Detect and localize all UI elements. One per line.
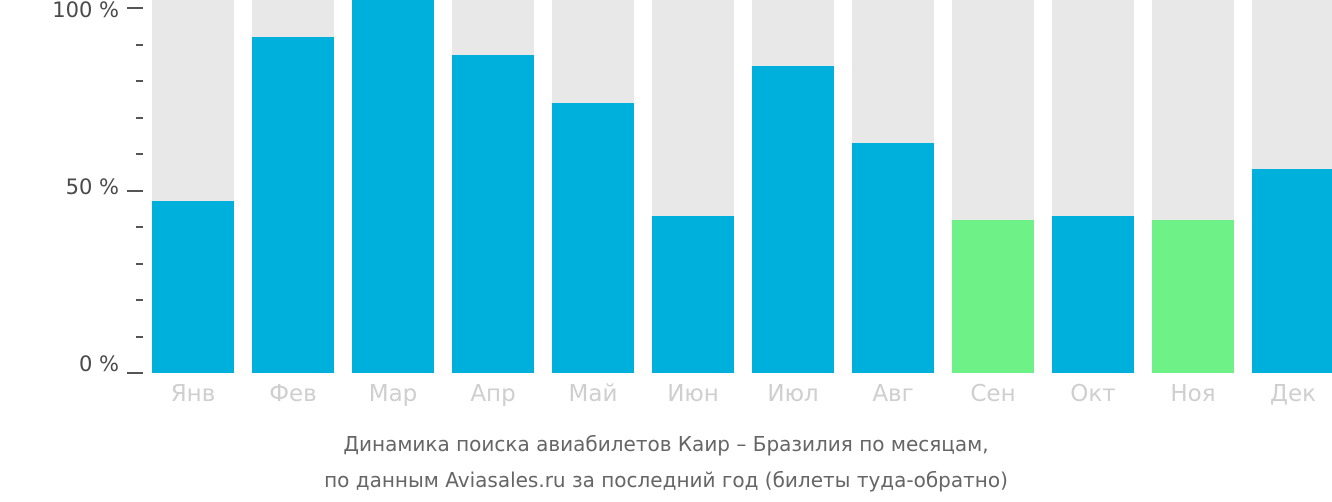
x-tick-label: Окт [1070,381,1116,407]
y-tick-label-100: 100 % [52,0,119,22]
bar-value [152,201,234,373]
x-tick-label: Дек [1269,381,1316,407]
bar-3[interactable] [352,0,434,373]
bar-value [652,216,734,373]
bar-9[interactable] [952,0,1034,373]
y-tick-major [127,189,143,192]
y-tick-label-50: 50 % [65,175,119,199]
y-tick-minor [136,43,143,46]
x-tick-label: Май [568,381,618,407]
bar-value [552,102,634,373]
y-tick-major [127,372,143,374]
y-tick-minor [136,299,143,301]
x-tick-label: Ноя [1170,381,1216,407]
bar-value [452,55,534,373]
bar-11[interactable] [1152,0,1234,373]
chart-caption-line1: Динамика поиска авиабилетов Каир – Брази… [343,432,989,456]
bar-7[interactable] [752,0,834,373]
bar-8[interactable] [852,0,934,373]
y-tick-minor [136,262,143,265]
x-tick-label: Авг [872,381,914,407]
y-tick-minor [136,80,143,82]
y-tick-major [127,7,143,9]
y-tick-minor [136,153,143,155]
bar-5[interactable] [552,0,634,373]
x-tick-label: Янв [170,381,216,407]
bar-value [1152,219,1234,373]
y-tick-minor [136,226,143,228]
bar-value [1052,216,1134,373]
bar-value [352,0,434,373]
bar-1[interactable] [152,0,234,373]
x-tick-label: Мар [368,381,418,407]
bar-12[interactable] [1252,0,1332,373]
bar-10[interactable] [1052,0,1134,373]
x-tick-label: Фев [269,381,317,407]
x-tick-label: Апр [470,381,516,407]
bar-2[interactable] [252,0,334,373]
bar-4[interactable] [452,0,534,373]
y-tick-minor [136,335,143,338]
bar-value [252,37,334,373]
x-tick-label: Июл [767,381,819,407]
bar-value [852,143,934,373]
bar-6[interactable] [652,0,734,373]
chart-caption-line2: по данным Aviasales.ru за последний год … [324,468,1008,492]
bar-value [752,66,834,373]
bar-value [952,219,1034,373]
y-tick-minor [136,116,143,119]
bar-value [1252,168,1332,373]
x-tick-label: Июн [667,381,719,407]
x-tick-label: Сен [970,381,1016,407]
y-tick-label-0: 0 % [79,352,119,376]
